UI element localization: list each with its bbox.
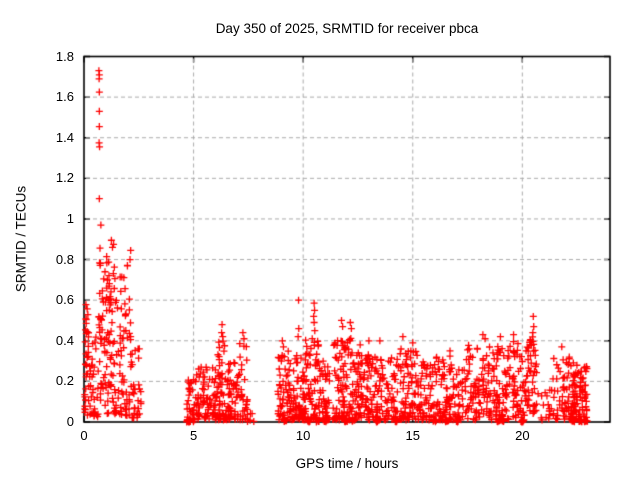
y-tick-label: 1.2 [55, 170, 74, 186]
y-tick-label: 0.8 [55, 251, 74, 267]
x-tick-label: 15 [405, 428, 420, 443]
x-tick-label: 10 [295, 428, 311, 443]
y-tick-label: 1.8 [55, 48, 74, 64]
y-axis-label: SRMTID / TECUs [13, 185, 29, 293]
y-tick-label: 1.6 [55, 89, 74, 105]
chart-title: Day 350 of 2025, SRMTID for receiver pbc… [215, 21, 479, 36]
x-tick-label: 0 [80, 428, 88, 443]
y-tick-label: 1.4 [55, 129, 74, 145]
x-axis-label: GPS time / hours [295, 456, 399, 471]
y-tick-label: 0.6 [55, 292, 74, 308]
y-tick-label: 0 [66, 414, 74, 429]
y-tick-label: 0.2 [55, 373, 74, 389]
y-tick-label: 0.4 [55, 332, 74, 348]
y-tick-label: 1 [66, 210, 74, 226]
x-tick-label: 20 [515, 428, 530, 443]
x-tick-label: 5 [189, 428, 198, 443]
